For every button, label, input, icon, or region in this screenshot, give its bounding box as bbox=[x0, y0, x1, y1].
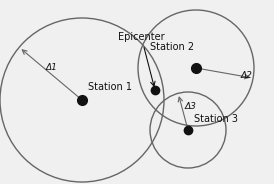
Text: Station 1: Station 1 bbox=[88, 82, 132, 92]
Text: Station 2: Station 2 bbox=[150, 42, 194, 52]
Text: Δ3: Δ3 bbox=[185, 102, 196, 111]
Text: Epicenter: Epicenter bbox=[118, 32, 165, 86]
Text: Δ2: Δ2 bbox=[240, 71, 252, 80]
Text: Station 3: Station 3 bbox=[194, 114, 238, 124]
Text: Δ1: Δ1 bbox=[46, 63, 58, 72]
